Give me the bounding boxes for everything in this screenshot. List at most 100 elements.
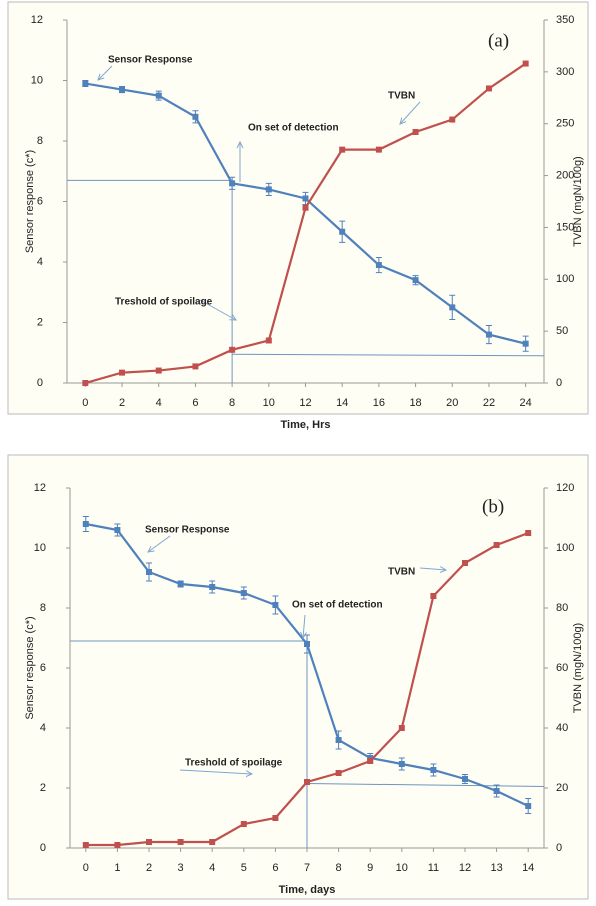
y2-tick-label: 50 xyxy=(556,325,568,337)
point xyxy=(412,129,419,136)
point xyxy=(485,331,492,338)
y2-axis-title: TVBN (mgN/100g) xyxy=(572,623,584,713)
point xyxy=(304,641,310,647)
y-tick-label: 10 xyxy=(34,542,46,554)
point xyxy=(192,113,199,120)
panel-frame xyxy=(7,454,589,900)
x-tick-label: 10 xyxy=(263,397,275,409)
point xyxy=(462,776,468,782)
point xyxy=(114,527,121,533)
x-tick-label: 6 xyxy=(272,862,278,874)
point xyxy=(229,180,236,187)
x-tick-label: 16 xyxy=(373,397,385,409)
annotation: Treshold of spoilage xyxy=(185,758,283,769)
y-tick-label: 8 xyxy=(40,602,46,614)
x-tick-label: 2 xyxy=(119,397,125,409)
point xyxy=(430,767,437,773)
y-tick-label: 4 xyxy=(37,256,43,268)
x-tick-label: 0 xyxy=(83,862,89,874)
y2-axis-title: TVBN (mgN/100g) xyxy=(572,156,584,246)
point xyxy=(146,839,152,845)
point xyxy=(265,337,272,344)
x-tick-label: 0 xyxy=(82,397,88,409)
point xyxy=(272,602,279,608)
annotation: Sensor Response xyxy=(145,525,230,536)
point xyxy=(525,530,532,536)
point xyxy=(302,204,309,211)
x-tick-label: 13 xyxy=(490,862,502,874)
annotation: Treshold of spoilage xyxy=(115,297,213,308)
point xyxy=(119,86,126,93)
annotation: On set of detection xyxy=(292,600,383,611)
y2-tick-label: 350 xyxy=(556,14,574,26)
y-tick-label: 0 xyxy=(37,377,43,389)
point xyxy=(302,195,309,202)
x-tick-label: 4 xyxy=(209,862,215,874)
reference-line xyxy=(306,783,545,787)
point xyxy=(522,340,529,347)
annotation-arrow xyxy=(148,535,171,552)
point xyxy=(412,277,419,284)
point xyxy=(155,367,162,374)
point xyxy=(265,186,272,193)
point xyxy=(304,779,310,785)
y-tick-label: 6 xyxy=(37,195,43,207)
x-tick-label: 2 xyxy=(146,862,152,874)
point xyxy=(240,590,247,596)
x-tick-label: 5 xyxy=(241,862,247,874)
point xyxy=(240,821,247,827)
y2-tick-label: 60 xyxy=(556,662,568,674)
x-tick-label: 9 xyxy=(367,862,373,874)
y-tick-label: 10 xyxy=(31,74,43,86)
y-tick-label: 12 xyxy=(31,14,43,26)
y2-tick-label: 100 xyxy=(556,273,574,285)
x-tick-label: 7 xyxy=(304,862,310,874)
y-tick-label: 12 xyxy=(34,482,46,494)
annotation: (a) xyxy=(488,30,509,51)
point xyxy=(485,85,492,92)
y2-tick-label: 0 xyxy=(556,842,562,854)
annotation-arrow xyxy=(179,769,252,774)
reference-line xyxy=(232,353,545,357)
x-tick-label: 22 xyxy=(483,397,495,409)
point xyxy=(398,761,405,767)
annotation-arrow xyxy=(199,299,236,320)
point xyxy=(209,839,216,845)
y-tick-label: 2 xyxy=(37,316,43,328)
point xyxy=(493,788,500,794)
point xyxy=(375,146,382,153)
x-tick-label: 20 xyxy=(446,397,458,409)
annotation-arrow xyxy=(419,568,446,570)
point xyxy=(335,770,342,776)
point xyxy=(229,346,236,353)
y2-tick-label: 0 xyxy=(556,377,562,389)
x-tick-label: 8 xyxy=(336,862,342,874)
x-axis-title: Time, days xyxy=(279,884,336,896)
point xyxy=(449,116,456,123)
y-axis-title: Sensor response (c*) xyxy=(24,150,36,253)
y2-tick-label: 300 xyxy=(556,66,574,78)
point xyxy=(146,569,152,575)
x-tick-label: 6 xyxy=(192,397,198,409)
y-tick-label: 2 xyxy=(40,782,46,794)
point xyxy=(339,228,346,235)
annotation-arrow xyxy=(400,101,421,124)
annotation: TVBN xyxy=(388,567,415,578)
point xyxy=(82,80,89,87)
point xyxy=(339,146,346,153)
point xyxy=(119,369,126,376)
panel-frame xyxy=(7,1,589,415)
point xyxy=(177,581,184,587)
x-tick-label: 14 xyxy=(336,397,348,409)
point xyxy=(192,363,199,370)
annotation-arrow xyxy=(98,65,113,80)
point xyxy=(155,92,162,99)
point xyxy=(209,584,216,590)
x-tick-label: 8 xyxy=(229,397,235,409)
point xyxy=(114,842,121,848)
point xyxy=(177,839,184,845)
point xyxy=(398,725,405,731)
